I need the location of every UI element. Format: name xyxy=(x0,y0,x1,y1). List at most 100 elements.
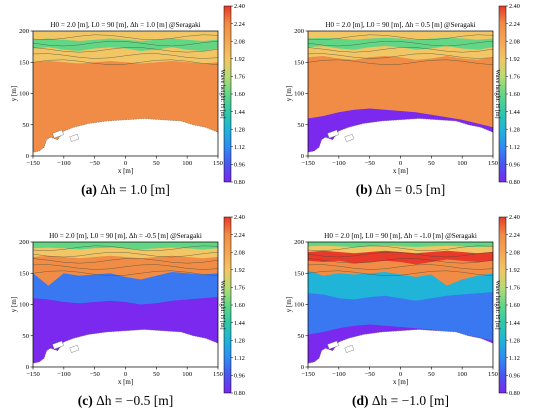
contour-line xyxy=(308,59,493,65)
land-area xyxy=(308,329,493,367)
colorbar-tick-label: 0.96 xyxy=(509,373,520,380)
x-tick-label: −50 xyxy=(90,371,101,378)
land-area xyxy=(33,329,218,367)
contour-line xyxy=(33,251,218,258)
colorbar-tick-label: 2.24 xyxy=(234,21,245,28)
colorbar-label: Wave height: H [m] xyxy=(219,69,226,118)
colorbar-tick-label: 1.28 xyxy=(234,337,245,344)
colorbar-tick-label: 2.08 xyxy=(509,38,520,45)
colorbar-tick-label: 1.12 xyxy=(509,355,520,362)
colorbar-tick-label: 2.24 xyxy=(234,232,245,239)
panel-title: H0 = 2.0 [m], L0 = 90 [m], Δh = 1.0 [m] … xyxy=(50,21,200,29)
land-area xyxy=(308,118,493,156)
panel-caption: (a) Δh = 1.0 [m] xyxy=(81,182,170,197)
y-tick-label: 100 xyxy=(19,302,30,309)
contour-line xyxy=(308,245,493,251)
colorbar-tick-label: 0.96 xyxy=(509,162,520,169)
colorbar-tick-label: 1.44 xyxy=(509,320,520,327)
contour-line xyxy=(33,258,218,264)
contour-line xyxy=(33,34,218,40)
colorbar-tick-label: 1.28 xyxy=(234,126,245,133)
breakwater xyxy=(52,129,64,139)
colorbar-tick-label: 2.24 xyxy=(509,232,520,239)
x-tick-label: 0 xyxy=(399,160,403,167)
x-tick-label: −100 xyxy=(332,160,346,167)
colorbar-tick-label: 1.60 xyxy=(509,302,520,309)
panel-title: H0 = 2.0 [m], L0 = 90 [m], Δh = -1.0 [m]… xyxy=(324,232,477,240)
chart-panel-a: H0 = 2.0 [m], L0 = 90 [m], Δh = 1.0 [m] … xyxy=(10,3,245,197)
y-tick-label: 200 xyxy=(19,28,30,35)
colorbar-tick-label: 1.92 xyxy=(234,56,245,63)
x-tick-label: −100 xyxy=(57,160,71,167)
x-axis-label: x [m] xyxy=(118,378,133,386)
panel-caption: (b) Δh = 0.5 [m] xyxy=(356,182,445,197)
caption-letter: (b) xyxy=(356,182,376,197)
x-tick-label: 50 xyxy=(153,371,160,378)
chart-panel-d: H0 = 2.0 [m], L0 = 90 [m], Δh = -1.0 [m]… xyxy=(285,214,520,408)
colorbar-tick-label: 1.76 xyxy=(234,74,245,81)
field-band-2 xyxy=(308,31,493,40)
caption-text: Δh = −1.0 [m] xyxy=(372,393,449,408)
x-tick-label: 0 xyxy=(399,371,403,378)
x-tick-label: 150 xyxy=(213,371,224,378)
colorbar-tick-label: 0.80 xyxy=(234,390,245,397)
colorbar-tick-label: 0.96 xyxy=(234,162,245,169)
panel-caption: (d) Δh = −1.0 [m] xyxy=(352,393,449,408)
y-tick-label: 100 xyxy=(294,91,305,98)
heatmap-field xyxy=(33,31,218,156)
colorbar-tick-label: 1.76 xyxy=(509,74,520,81)
y-tick-label: 100 xyxy=(19,91,30,98)
x-tick-label: −150 xyxy=(26,371,40,378)
contour-line xyxy=(33,40,218,47)
x-tick-label: 100 xyxy=(182,160,193,167)
colorbar-tick-label: 1.12 xyxy=(234,355,245,362)
colorbar-tick-label: 1.28 xyxy=(509,126,520,133)
x-axis-label: x [m] xyxy=(393,378,408,386)
colorbar-tick-label: 1.76 xyxy=(509,285,520,292)
contour-line xyxy=(308,251,493,258)
colorbar-tick-label: 0.80 xyxy=(234,179,245,186)
x-tick-label: 150 xyxy=(488,371,499,378)
heatmap-field xyxy=(308,242,493,367)
land-area xyxy=(33,118,218,156)
x-tick-label: 100 xyxy=(457,371,468,378)
x-tick-label: 50 xyxy=(428,371,435,378)
colorbar-tick-label: 1.60 xyxy=(234,91,245,98)
x-tick-label: 50 xyxy=(153,160,160,167)
contour-line xyxy=(33,264,218,270)
x-tick-label: −50 xyxy=(365,371,376,378)
colorbar-tick-label: 2.40 xyxy=(234,3,245,10)
panel-caption: (c) Δh = −0.5 [m] xyxy=(78,393,174,408)
x-tick-label: 150 xyxy=(488,160,499,167)
x-tick-label: −150 xyxy=(26,160,40,167)
chart-panel-b: H0 = 2.0 [m], L0 = 90 [m], Δh = 0.5 [m] … xyxy=(285,3,520,197)
y-tick-label: 200 xyxy=(19,239,30,246)
colorbar-tick-label: 1.28 xyxy=(509,337,520,344)
colorbar-tick-label: 1.44 xyxy=(234,320,245,327)
colorbar-tick-label: 0.80 xyxy=(509,179,520,186)
y-axis-label: y [m] xyxy=(10,86,18,101)
chart-panel-c: H0 = 2.0 [m], L0 = 90 [m], Δh = -0.5 [m]… xyxy=(10,214,245,408)
contour-line xyxy=(33,245,218,251)
y-tick-label: 50 xyxy=(22,333,29,340)
y-tick-label: 50 xyxy=(297,333,304,340)
x-tick-label: −100 xyxy=(332,371,346,378)
contour-line xyxy=(33,53,218,59)
contour-line xyxy=(33,47,218,53)
y-tick-label: 0 xyxy=(26,364,30,371)
heatmap-field xyxy=(308,31,493,156)
x-tick-label: 50 xyxy=(428,160,435,167)
colorbar-tick-label: 2.08 xyxy=(509,249,520,256)
contour-line xyxy=(308,264,493,270)
contour-line xyxy=(308,53,493,59)
colorbar-tick-label: 1.60 xyxy=(234,302,245,309)
x-tick-label: 0 xyxy=(124,371,128,378)
y-tick-label: 100 xyxy=(294,302,305,309)
panel-title: H0 = 2.0 [m], L0 = 90 [m], Δh = -0.5 [m]… xyxy=(49,232,202,240)
contour-line xyxy=(33,59,218,65)
colorbar-label: Wave height: H [m] xyxy=(494,69,501,118)
y-tick-label: 150 xyxy=(19,270,30,277)
contour-line xyxy=(308,40,493,47)
x-tick-label: −150 xyxy=(301,160,315,167)
